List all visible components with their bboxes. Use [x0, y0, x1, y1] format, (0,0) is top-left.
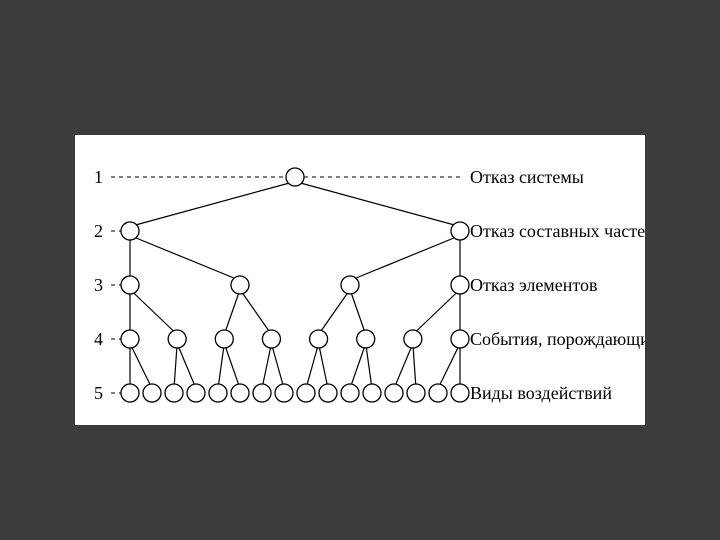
tree-edges [130, 182, 460, 389]
tree-node [385, 384, 403, 402]
tree-node [341, 276, 359, 294]
tree-node [407, 384, 425, 402]
tree-node [231, 384, 249, 402]
tree-node [275, 384, 293, 402]
row-label: Отказ элементов [470, 275, 597, 295]
tree-node [451, 222, 469, 240]
row-label: Отказ составных частей [470, 221, 645, 241]
tree-node [286, 168, 304, 186]
row-number: 1 [94, 167, 103, 187]
tree-node [451, 330, 469, 348]
tree-node [297, 384, 315, 402]
row-number: 4 [94, 329, 103, 349]
slide-title: Условная схема построения дерева отказов [30, 18, 660, 57]
tree-node [451, 384, 469, 402]
tree-nodes [121, 168, 469, 402]
row-label: События, порождающие отказ [470, 329, 645, 349]
tree-node [121, 276, 139, 294]
tree-node [168, 330, 186, 348]
tree-node [231, 276, 249, 294]
row-number: 3 [94, 275, 103, 295]
row-number: 2 [94, 221, 103, 241]
tree-node [187, 384, 205, 402]
tree-node [357, 330, 375, 348]
tree-node [429, 384, 447, 402]
row-label: Отказ системы [470, 167, 584, 187]
tree-node [253, 384, 271, 402]
tree-node [143, 384, 161, 402]
tree-node [121, 330, 139, 348]
tree-node [209, 384, 227, 402]
row-label: Виды воздействий [470, 383, 612, 403]
fault-tree-diagram: 1 Отказ системы 2 Отказ составных частей 3 От… [75, 135, 645, 425]
tree-node [451, 276, 469, 294]
tree-node [165, 384, 183, 402]
tree-node [262, 330, 280, 348]
tree-node [363, 384, 381, 402]
tree-node [319, 384, 337, 402]
tree-node [341, 384, 359, 402]
tree-node [404, 330, 422, 348]
row-number: 5 [94, 383, 103, 403]
tree-node [310, 330, 328, 348]
tree-node [121, 384, 139, 402]
tree-node [121, 222, 139, 240]
tree-node [215, 330, 233, 348]
